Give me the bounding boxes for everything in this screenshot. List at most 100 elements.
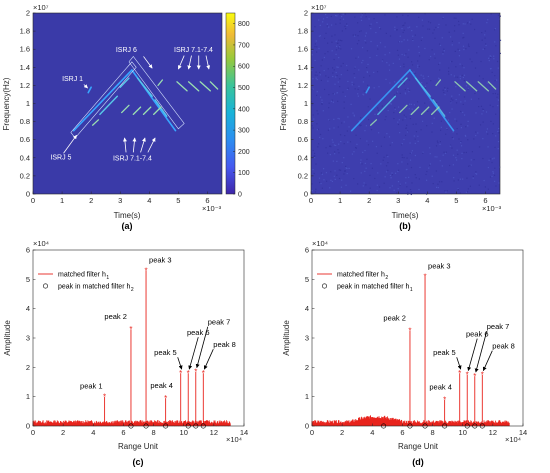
y-tick-label: 1.2 [298,81,308,90]
noise-speckle [484,186,487,188]
noise-speckle [482,110,484,112]
x-tick-label: 8 [151,428,155,437]
noise-speckle [323,69,325,72]
noise-speckle [389,144,391,146]
noise-speckle [457,76,459,78]
spectrogram-line [399,104,408,114]
noise-speckle [358,120,360,122]
noise-speckle [329,187,331,189]
noise-speckle [385,32,387,34]
noise-speckle [407,191,409,194]
noise-speckle [424,47,426,50]
noise-speckle [446,90,449,92]
noise-speckle [335,49,338,51]
noise-speckle [343,107,345,109]
noise-speckle [463,67,465,69]
noise-speckle [318,35,321,37]
noise-speckle [466,177,468,179]
spectrogram-line [420,106,430,116]
noise-speckle [384,119,386,121]
noise-speckle [357,95,359,97]
x-label-c: Range Unit [118,442,159,451]
noise-speckle [431,49,433,51]
noise-speckle [467,125,469,127]
noise-speckle [377,48,379,50]
noise-speckle [484,37,486,39]
noise-speckle [490,55,492,58]
peak-marker: * [103,393,106,402]
noise-speckle [328,26,330,28]
noise-speckle [408,108,410,110]
noise-speckle [458,94,460,96]
noise-speckle [470,23,472,25]
noise-speckle [415,177,417,179]
noise-speckle [339,19,341,21]
noise-speckle [385,171,388,173]
noise-speckle [375,31,377,34]
noise-speckle [314,46,316,48]
noise-speckle [378,86,380,88]
x-tick-label: 14 [519,428,527,437]
noise-speckle [467,87,469,90]
noise-speckle [386,133,388,135]
noise-speckle [496,79,498,81]
noise-speckle [416,101,419,103]
noise-speckle [408,49,410,51]
peak-label: peak 4 [150,381,173,390]
noise-speckle [451,95,453,97]
noise-speckle [456,149,458,151]
noise-speckle [332,101,334,103]
noise-speckle [465,191,468,193]
noise-speckle [366,71,369,74]
noise-speckle [494,75,496,77]
noise-speckle [333,144,336,146]
noise-speckle [407,130,409,132]
noise-speckle [330,15,332,18]
noise-speckle [459,178,462,180]
noise-speckle [335,23,337,25]
noise-speckle [428,167,430,169]
noise-speckle [493,58,495,60]
noise-speckle [394,81,396,83]
noise-speckle [427,28,429,30]
noise-speckle [419,166,421,169]
x-tick-label: 12 [210,428,218,437]
noise-speckle [331,99,333,101]
noise-speckle [410,152,412,154]
noise-speckle [410,193,412,196]
noise-speckle [327,68,329,70]
noise-speckle [344,95,346,97]
noise-speckle [317,146,319,148]
spectrogram-line [350,69,411,132]
noise-speckle [403,29,405,31]
y-label-c: Amplitude [3,320,12,356]
noise-speckle [477,132,479,134]
noise-speckle [328,119,331,121]
y-tick-label: 3 [305,334,309,343]
noise-speckle [321,102,323,105]
noise-speckle [401,161,403,163]
noise-speckle [435,101,438,104]
noise-speckle [457,179,459,181]
noise-speckle [322,168,325,170]
noise-speckle [386,154,388,156]
noise-speckle [316,129,319,131]
noise-speckle [467,88,469,90]
noise-speckle [359,125,361,127]
noise-speckle [462,103,464,105]
noise-speckle [343,121,345,123]
noise-speckle [486,22,488,24]
noise-speckle [316,91,318,93]
noise-speckle [401,156,403,159]
y-tick-label: 1.4 [298,63,308,72]
peak-label: peak 7 [487,322,510,331]
noise-speckle [458,42,460,44]
noise-speckle [331,139,333,141]
noise-speckle [320,65,322,67]
noise-speckle [403,39,405,41]
noise-speckle [437,63,440,66]
spectrogram-line [477,81,490,92]
noise-speckle [360,30,362,32]
noise-speckle [449,144,452,146]
